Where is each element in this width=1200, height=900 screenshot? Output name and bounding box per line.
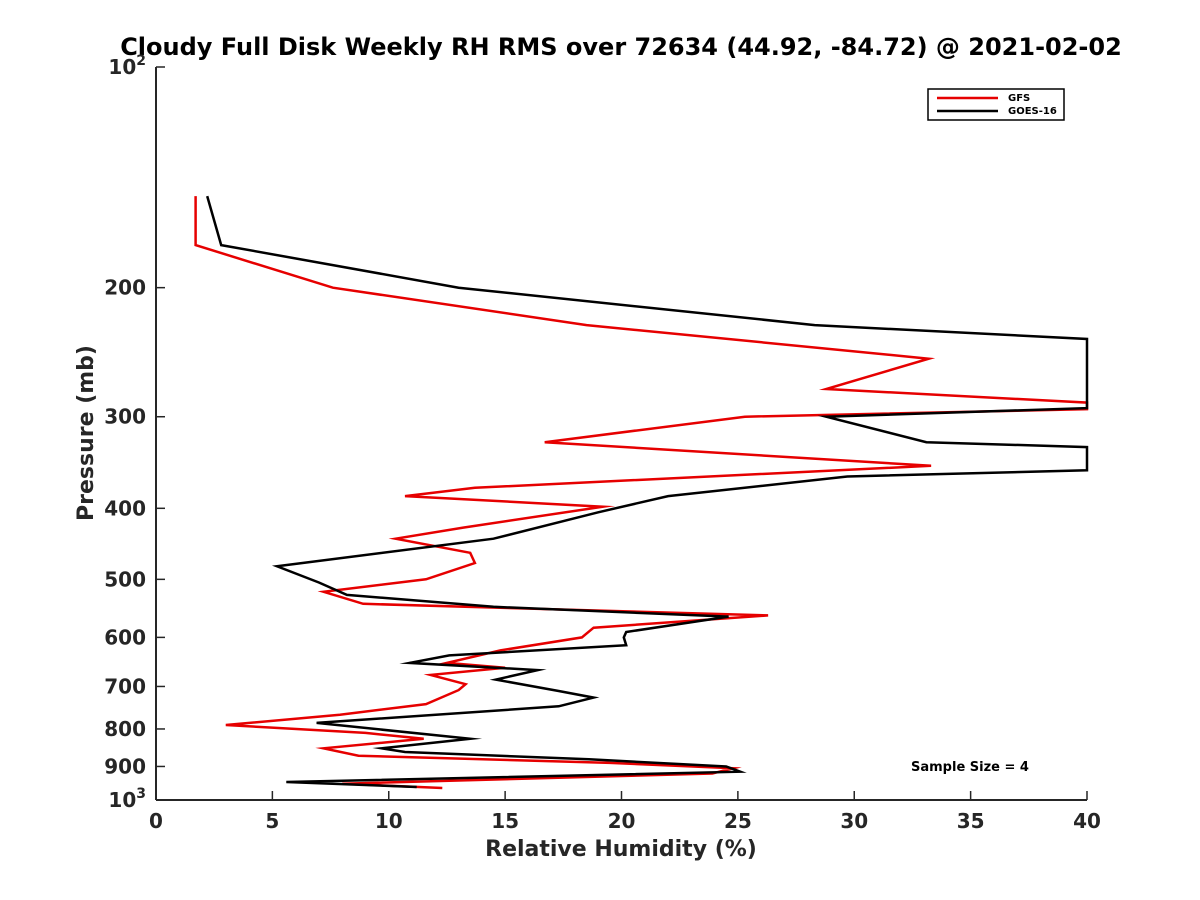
y-tick-label: 500 bbox=[104, 567, 146, 591]
y-tick-label: 400 bbox=[104, 496, 146, 520]
y-tick-label: 103 bbox=[108, 786, 146, 812]
y-tick-exponent: 2 bbox=[136, 53, 146, 69]
y-tick-label: 800 bbox=[104, 717, 146, 741]
x-tick-label: 40 bbox=[1073, 809, 1101, 833]
y-tick-label: 102 bbox=[108, 53, 146, 79]
legend-label-gfs: GFS bbox=[1008, 93, 1030, 104]
x-tick-label: 10 bbox=[375, 809, 403, 833]
y-tick-label: 300 bbox=[104, 405, 146, 429]
y-tick-label: 900 bbox=[104, 754, 146, 778]
y-tick-label: 600 bbox=[104, 625, 146, 649]
x-tick-label: 30 bbox=[840, 809, 868, 833]
series-line-goes-16 bbox=[205, 195, 1089, 789]
y-tick-base: 10 bbox=[108, 55, 136, 79]
y-tick-exponent: 3 bbox=[136, 786, 146, 802]
x-tick-label: 15 bbox=[491, 809, 519, 833]
x-tick-label: 0 bbox=[149, 809, 163, 833]
x-ticks: 0 5 10 15 20 25 30 35 40 bbox=[149, 791, 1101, 833]
y-tick-label: 700 bbox=[104, 674, 146, 698]
chart-title: Cloudy Full Disk Weekly RH RMS over 7263… bbox=[120, 33, 1122, 61]
legend-label-goes16: GOES-16 bbox=[1008, 106, 1057, 117]
legend: GFS GOES-16 bbox=[927, 88, 1065, 121]
y-axis-label: Pressure (mb) bbox=[74, 345, 99, 521]
x-axis-label: Relative Humidity (%) bbox=[485, 837, 757, 862]
x-tick-label: 20 bbox=[608, 809, 636, 833]
sample-size-annotation: Sample Size = 4 bbox=[911, 760, 1029, 775]
legend-box bbox=[927, 88, 1065, 121]
series-layer bbox=[194, 195, 1089, 790]
x-tick-label: 25 bbox=[724, 809, 752, 833]
y-tick-base: 10 bbox=[108, 788, 136, 812]
x-tick-label: 35 bbox=[957, 809, 985, 833]
y-tick-label: 200 bbox=[104, 276, 146, 300]
x-tick-label: 5 bbox=[265, 809, 279, 833]
